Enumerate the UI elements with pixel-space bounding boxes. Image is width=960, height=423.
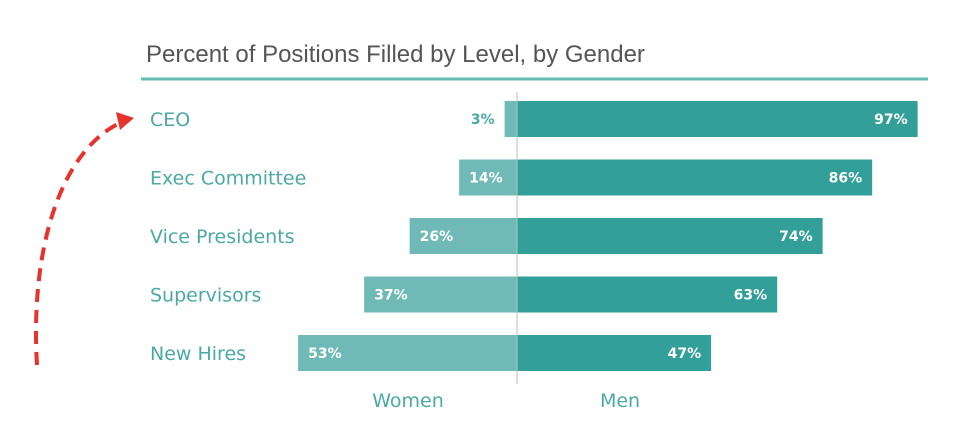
value-label-men: 63% [734, 288, 768, 304]
category-labels: CEO Exec Committee Vice Presidents Supervis… [150, 109, 306, 365]
value-label-women: 14% [469, 171, 503, 187]
bars [298, 101, 918, 371]
value-label-women: 3% [471, 112, 495, 128]
legend-men: Men [600, 390, 640, 412]
bar-men [517, 218, 823, 254]
value-label-women: 37% [374, 288, 408, 304]
value-label-men: 86% [829, 171, 863, 187]
value-label-men: 47% [668, 346, 702, 362]
value-label-men: 74% [779, 229, 813, 245]
bar-men [517, 101, 918, 137]
bar-women [409, 218, 517, 254]
category-label: Exec Committee [150, 168, 306, 190]
category-label: CEO [150, 109, 190, 131]
category-label: Supervisors [150, 285, 261, 307]
value-label-men: 97% [874, 112, 908, 128]
bar-women [364, 276, 517, 313]
value-labels: 3% 97% 14% 86% 26% 74% 37% 63% 53% 47% [308, 112, 908, 362]
bar-women [298, 335, 517, 371]
bar-women [459, 159, 517, 196]
value-label-women: 53% [308, 346, 342, 362]
value-label-women: 26% [420, 229, 454, 245]
bar-men [517, 159, 873, 196]
legend-women: Women [372, 390, 444, 412]
bar-women [504, 101, 517, 137]
dashed-arrow-line [34, 120, 123, 366]
bar-men [517, 335, 712, 371]
bar-men [517, 276, 778, 313]
arrow-head-icon [116, 112, 134, 130]
chart-title: Percent of Positions Filled by Level, by… [146, 41, 645, 68]
category-label: New Hires [150, 343, 246, 365]
category-label: Vice Presidents [150, 226, 295, 248]
